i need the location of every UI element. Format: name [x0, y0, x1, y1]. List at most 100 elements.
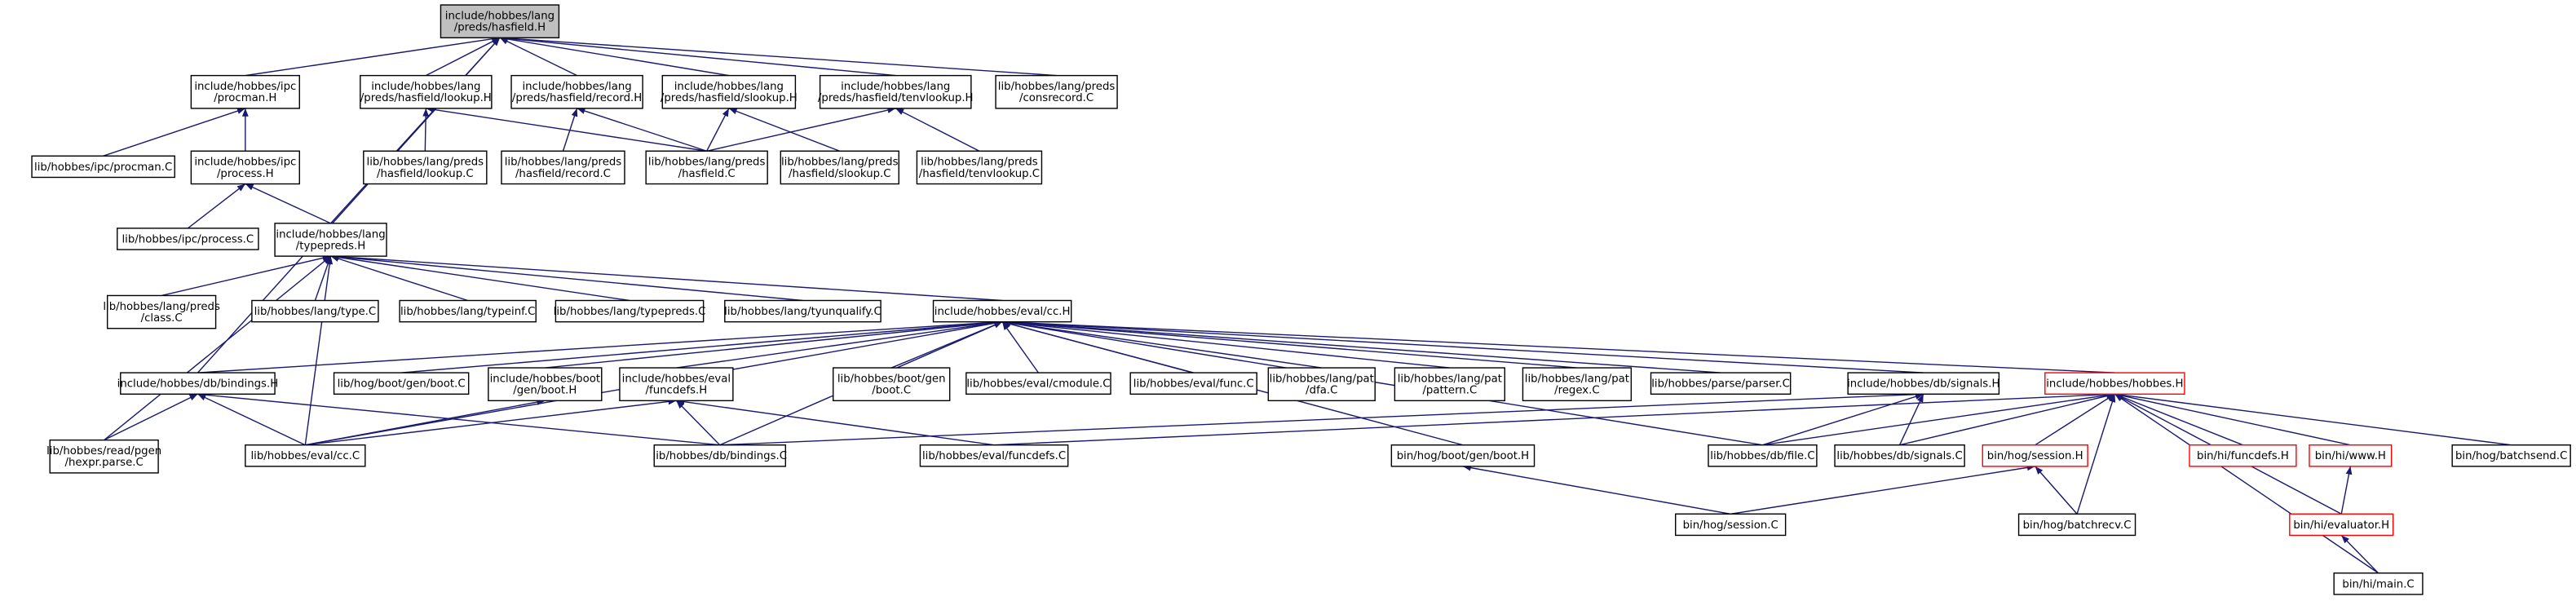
edge	[305, 398, 677, 446]
node-box	[833, 367, 951, 402]
node-label: /hasfield/slookup.C	[789, 168, 891, 180]
edge	[330, 253, 1003, 302]
node-label: lib/hobbes/ipc/process.C	[122, 233, 254, 245]
edge	[330, 255, 468, 302]
node-label: /procman.H	[214, 92, 276, 104]
edge	[1002, 320, 1763, 446]
edge	[719, 391, 1924, 446]
node-box	[2017, 513, 2136, 537]
node-box	[653, 444, 787, 467]
edge	[2035, 466, 2078, 515]
edge	[676, 320, 1003, 369]
edge	[675, 400, 721, 446]
node-label: lib/hobbes/lang/preds	[103, 301, 220, 313]
node-label: lib/hobbes/parse/parser.C	[1651, 378, 1790, 391]
edge	[2035, 393, 2115, 446]
edge	[728, 108, 841, 152]
edge	[2076, 394, 2116, 515]
node-box	[106, 294, 217, 329]
node-box	[117, 228, 259, 250]
node-box	[333, 372, 470, 395]
node-box	[645, 150, 768, 185]
node-box	[1129, 372, 1257, 395]
edge	[197, 391, 720, 446]
edge	[499, 35, 1057, 77]
node-box	[780, 150, 899, 185]
node-label: /preds/hasfield/slookup.H	[661, 92, 798, 104]
node-label: lib/hobbes/lang/preds	[367, 157, 484, 169]
edge	[706, 108, 730, 152]
edge	[895, 108, 980, 152]
node-box	[501, 150, 625, 185]
edge	[161, 254, 331, 297]
node-box	[1522, 367, 1633, 402]
node-box	[1708, 444, 1818, 467]
node-label: bin/hi/www.H	[2315, 450, 2386, 462]
node-label: include/hobbes/lang	[276, 228, 385, 241]
edge	[1762, 393, 1924, 446]
node-label: bin/hog/session.H	[1987, 450, 2083, 462]
node-label: bin/hi/main.C	[2342, 578, 2414, 590]
edge	[1001, 321, 1039, 373]
edge	[187, 183, 246, 229]
node-label: lib/hobbes/lang/preds	[505, 157, 622, 169]
node-label: include/hobbes/ipc	[194, 81, 296, 93]
edge	[2114, 391, 2512, 446]
node-label: /regex.C	[1554, 385, 1600, 397]
node-label: include/hobbes/lang	[522, 81, 631, 93]
node-label: /process.H	[217, 168, 274, 180]
node-label: /preds/hasfield.H	[454, 22, 546, 34]
edge	[422, 108, 430, 152]
edge	[401, 319, 1003, 373]
node-label: /pattern.C	[1422, 385, 1477, 397]
node-box	[49, 439, 159, 474]
node-label: lib/hobbes/eval/cc.C	[250, 450, 360, 462]
edge	[2340, 466, 2353, 515]
edge	[994, 391, 2115, 446]
edge	[1898, 393, 1924, 446]
node-box	[1834, 444, 1965, 467]
node-box	[120, 372, 276, 395]
edge	[104, 255, 331, 441]
node-box	[360, 74, 493, 109]
edge	[245, 183, 331, 224]
node-box	[245, 444, 366, 467]
node-label: include/hobbes/eval/cc.H	[935, 306, 1071, 318]
edge	[1002, 319, 1450, 369]
node-box	[190, 74, 300, 109]
node-label: /preds/hasfield/record.H	[512, 92, 642, 104]
edge	[330, 254, 803, 302]
node-box	[1650, 372, 1792, 395]
node-box	[1267, 367, 1376, 402]
edge	[103, 108, 246, 157]
node-label: /preds/hasfield/lookup.H	[360, 92, 492, 104]
node-label: bin/hog/batchrecv.C	[2023, 519, 2132, 532]
node-label: lib/hobbes/lang/pat	[1525, 373, 1629, 386]
edge	[577, 108, 707, 152]
node-box	[510, 74, 643, 109]
node-label: bin/hog/batchsend.C	[2455, 450, 2567, 462]
node-box	[399, 299, 537, 323]
node-label: /boot.C	[872, 385, 911, 397]
node-box	[190, 150, 300, 185]
edge	[499, 36, 729, 77]
node-label: lib/hobbes/read/pgen	[46, 445, 161, 457]
node-label: /typepreds.H	[296, 240, 365, 252]
node-label: /class.C	[141, 312, 183, 325]
node-box	[440, 4, 560, 39]
node-label: include/hobbes/db/signals.H	[1847, 378, 1999, 391]
node-label: lib/hobbes/lang/preds	[998, 81, 1116, 93]
node-label: /gen/boot.H	[513, 385, 577, 397]
node-label: bin/hog/boot/gen/boot.H	[1397, 450, 1529, 462]
node-label: include/hobbes/lang	[371, 81, 480, 93]
node-label: lib/hobbes/lang/preds	[648, 157, 766, 169]
node-box	[274, 223, 387, 257]
node-box	[661, 74, 797, 109]
node-box	[2189, 444, 2297, 467]
node-label: /consrecord.C	[1019, 92, 1094, 104]
edge	[1462, 464, 1731, 515]
edge	[2114, 393, 2243, 446]
edge	[245, 35, 501, 77]
edge	[1002, 319, 1721, 373]
